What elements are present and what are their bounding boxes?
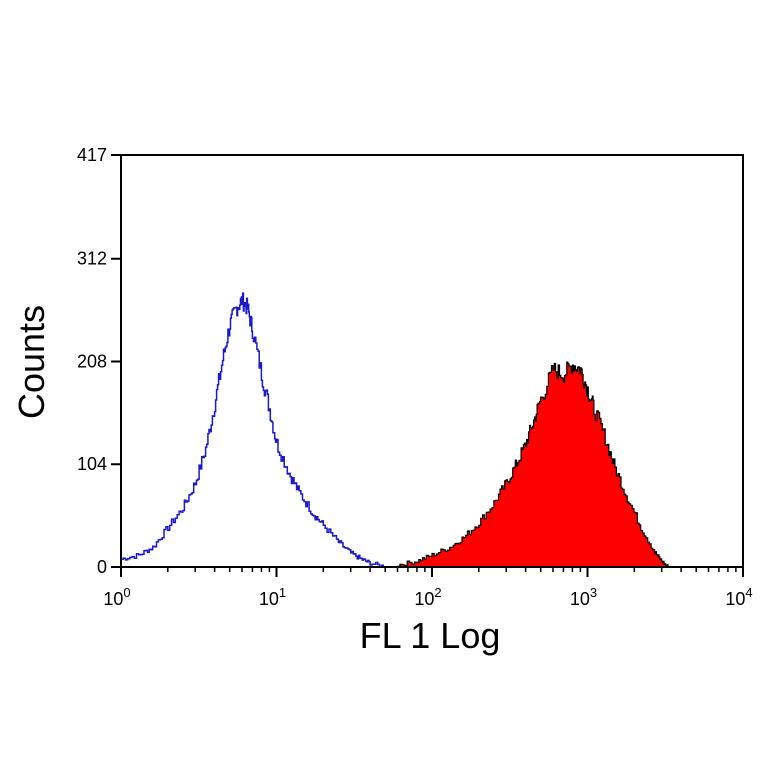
x-tick-label: 104 bbox=[725, 585, 752, 609]
y-axis-title: Counts bbox=[11, 305, 52, 419]
y-tick-label: 312 bbox=[77, 249, 107, 269]
y-tick-label: 0 bbox=[97, 557, 107, 577]
y-tick-label: 208 bbox=[77, 351, 107, 371]
y-tick-label: 417 bbox=[77, 145, 107, 165]
x-tick-label: 103 bbox=[570, 585, 597, 609]
x-tick-label: 102 bbox=[414, 585, 441, 609]
histogram-filled-series bbox=[396, 361, 669, 568]
histogram-outline-series bbox=[121, 292, 386, 568]
x-tick-label: 100 bbox=[103, 585, 130, 609]
plot-frame bbox=[120, 154, 744, 568]
x-axis-title: FL 1 Log bbox=[360, 615, 501, 656]
x-tick-label: 101 bbox=[259, 585, 286, 609]
y-tick-label: 104 bbox=[77, 454, 107, 474]
